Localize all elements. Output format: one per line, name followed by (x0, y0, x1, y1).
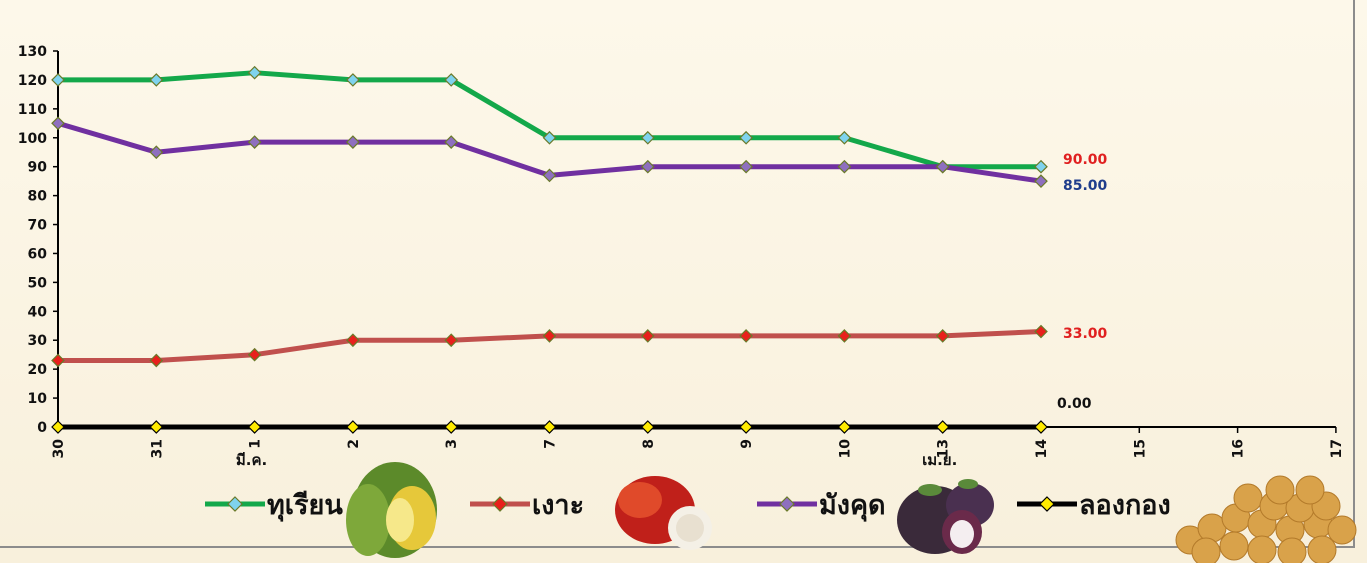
y-tick-label: 120 (18, 73, 47, 89)
data-point (837, 159, 852, 174)
y-tick-label: 110 (18, 102, 47, 118)
x-tick-label: 2 (346, 439, 362, 449)
data-point (542, 329, 557, 343)
x-tick-label: 14 (1034, 439, 1050, 459)
legend-marker (779, 496, 795, 512)
data-point (149, 420, 164, 434)
y-tick-label: 20 (28, 362, 48, 378)
legend-marker (1039, 496, 1055, 512)
x-tick-label: 1 (248, 439, 264, 449)
data-point (1034, 420, 1048, 434)
x-tick-label: 15 (1132, 439, 1148, 458)
data-point (739, 420, 753, 434)
x-tick-label: 13 (936, 439, 952, 458)
rambutan-icon (615, 476, 712, 550)
x-tick-label: 10 (837, 439, 853, 459)
data-point (837, 130, 852, 145)
x-group-label: เม.ย. (922, 451, 957, 469)
data-point (837, 329, 852, 343)
data-label: 0.00 (1057, 396, 1092, 412)
y-tick-label: 40 (28, 304, 48, 320)
data-point (640, 420, 655, 434)
legend-label: ลองกอง (1079, 490, 1171, 521)
y-tick-label: 70 (28, 218, 48, 234)
data-point (444, 73, 459, 87)
data-point (542, 130, 557, 145)
data-point (935, 329, 950, 343)
data-point (640, 159, 655, 174)
data-point (542, 168, 557, 183)
legend-marker (492, 496, 508, 512)
series-line (58, 70, 1041, 170)
x-tick-label: 31 (149, 439, 165, 458)
data-label: 33.00 (1063, 326, 1108, 342)
data-point (444, 135, 459, 149)
data-label: 85.00 (1063, 178, 1108, 194)
y-tick-label: 60 (28, 246, 48, 262)
x-tick-label: 7 (543, 439, 559, 449)
x-tick-label: 17 (1329, 439, 1345, 458)
data-label: 90.00 (1063, 152, 1108, 168)
legend-marker (227, 496, 243, 512)
data-point (51, 116, 65, 131)
y-tick-label: 90 (28, 160, 48, 176)
data-point (247, 65, 262, 80)
data-point (51, 420, 65, 434)
longkong-icon (1175, 475, 1357, 563)
data-point (346, 333, 360, 348)
y-tick-label: 80 (28, 189, 48, 205)
data-point (149, 353, 164, 368)
data-point (1034, 159, 1048, 174)
data-point (739, 329, 753, 343)
y-tick-label: 50 (28, 275, 48, 291)
chart-frame (0, 0, 1355, 548)
data-point (346, 73, 360, 87)
x-tick-label: 16 (1231, 439, 1247, 458)
y-tick-label: 130 (18, 44, 47, 60)
data-point (837, 420, 852, 434)
x-tick-label: 8 (641, 439, 657, 449)
data-point (346, 420, 360, 434)
data-point (935, 159, 950, 174)
y-tick-label: 10 (28, 391, 48, 407)
legend-label: มังคุด (819, 490, 886, 522)
y-tick-label: 100 (18, 131, 47, 147)
x-group-label: มี.ค. (236, 451, 267, 469)
data-point (247, 135, 262, 149)
data-point (640, 329, 655, 343)
data-point (51, 73, 65, 87)
durian-icon (346, 462, 437, 558)
data-point (149, 145, 164, 160)
data-point (542, 420, 557, 434)
y-tick-label: 30 (28, 333, 48, 349)
data-point (739, 130, 753, 145)
data-point (444, 420, 459, 434)
data-point (1034, 174, 1048, 189)
data-point (247, 420, 262, 434)
data-point (149, 73, 164, 87)
data-point (640, 130, 655, 145)
data-point (346, 135, 360, 149)
mangosteen-icon (897, 479, 994, 554)
x-tick-label: 3 (444, 439, 460, 449)
data-point (739, 159, 753, 174)
data-point (444, 333, 459, 348)
data-point (247, 347, 262, 362)
data-point (935, 420, 950, 434)
x-tick-label: 30 (51, 439, 67, 459)
x-tick-label: 9 (739, 439, 755, 449)
legend-label: เงาะ (532, 490, 584, 521)
y-tick-label: 0 (37, 420, 47, 436)
legend-label: ทุเรียน (267, 490, 343, 522)
data-point (51, 353, 65, 368)
data-point (1034, 324, 1048, 339)
